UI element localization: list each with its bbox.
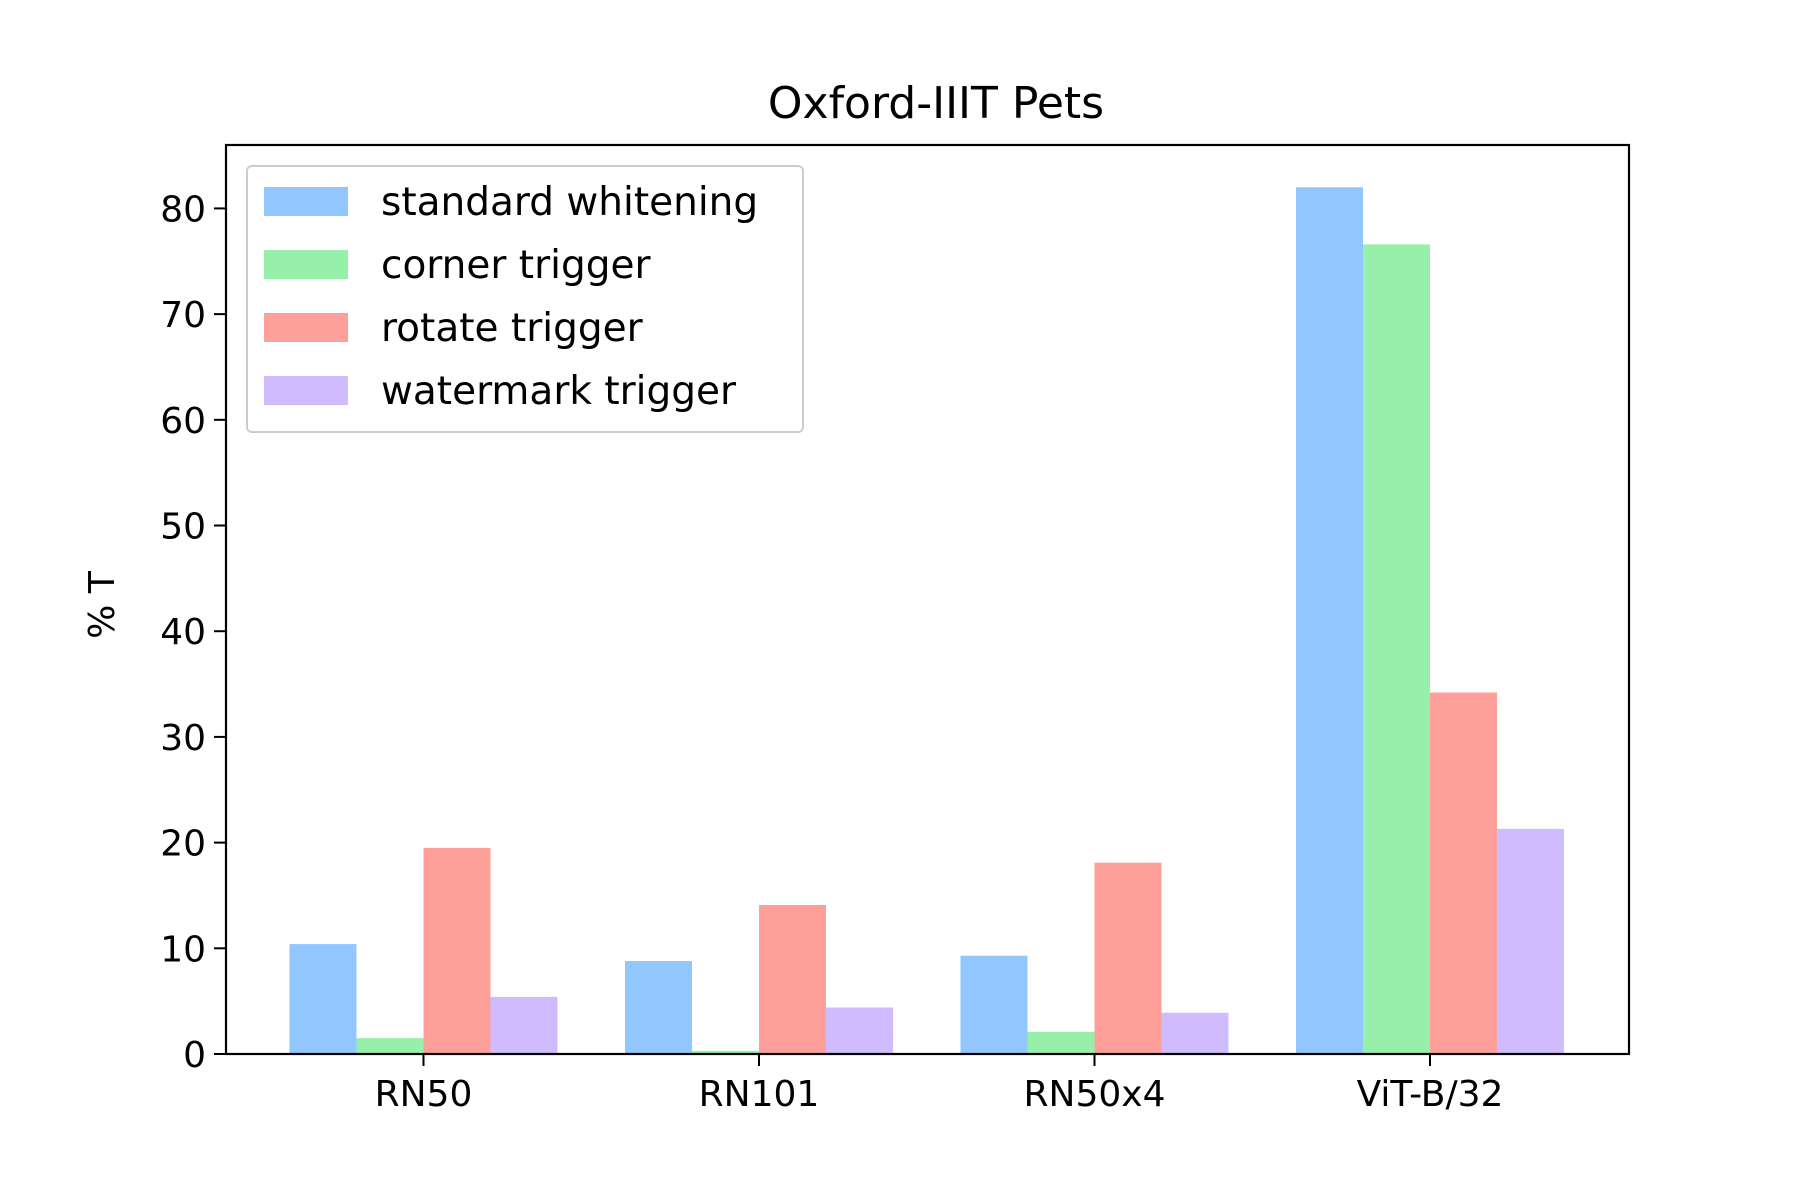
plot-frame (224, 143, 1631, 1056)
y-tick-label: 80 (160, 189, 206, 230)
legend: standard whitening corner trigger rotate t… (246, 165, 804, 433)
legend-label: rotate trigger (381, 306, 644, 351)
bar-corner-trigger-rn50x4 (1027, 1031, 1095, 1054)
legend-swatch (264, 250, 348, 279)
y-axis-ticks: 0 10 20 30 40 50 60 70 80 (160, 189, 226, 1076)
bar-standard-whitening-rn50 (289, 944, 357, 1054)
y-tick-label: 50 (160, 507, 206, 548)
bar-corner-trigger-vit-b-32 (1363, 244, 1430, 1054)
bar-corner-trigger-rn101 (692, 1050, 759, 1054)
bar-rotate-trigger-vit-b-32 (1430, 692, 1497, 1054)
y-tick-label: 30 (160, 718, 206, 759)
chart-title: Oxford-IIIT Pets (768, 78, 1104, 129)
legend-label: standard whitening (381, 180, 758, 225)
legend-box (246, 165, 804, 433)
legend-label: corner trigger (381, 243, 651, 288)
bar-watermark-trigger-vit-b-32 (1497, 828, 1564, 1054)
y-tick-label: 20 (160, 824, 206, 865)
legend-swatch (264, 376, 348, 405)
bar-rotate-trigger-rn101 (759, 904, 826, 1054)
bar-rotate-trigger-rn50x4 (1094, 862, 1162, 1054)
y-tick-label: 70 (160, 295, 206, 336)
y-tick-label: 0 (183, 1035, 206, 1076)
bar-standard-whitening-rn101 (625, 960, 692, 1054)
x-tick-label: RN101 (699, 1074, 820, 1115)
bar-watermark-trigger-rn50x4 (1161, 1012, 1229, 1054)
bar-standard-whitening-vit-b-32 (1296, 187, 1363, 1055)
y-tick-label: 60 (160, 401, 206, 442)
y-axis-label: % T (82, 570, 123, 639)
bar-watermark-trigger-rn50 (490, 996, 558, 1054)
bars-layer (289, 187, 1564, 1055)
x-tick-label: RN50 (375, 1074, 473, 1115)
legend-label: watermark trigger (381, 369, 737, 414)
y-tick-label: 10 (160, 929, 206, 970)
legend-swatch (264, 313, 348, 342)
bar-corner-trigger-rn50 (356, 1038, 424, 1054)
bar-rotate-trigger-rn50 (423, 847, 491, 1054)
legend-swatch (264, 187, 348, 216)
bar-watermark-trigger-rn101 (826, 1007, 893, 1054)
x-axis-ticks: RN50 RN101 RN50x4 ViT-B/32 (375, 1054, 1504, 1115)
x-tick-label: ViT-B/32 (1357, 1074, 1504, 1115)
y-tick-label: 40 (160, 612, 206, 653)
bar-standard-whitening-rn50x4 (960, 955, 1028, 1054)
x-tick-label: RN50x4 (1024, 1074, 1166, 1115)
